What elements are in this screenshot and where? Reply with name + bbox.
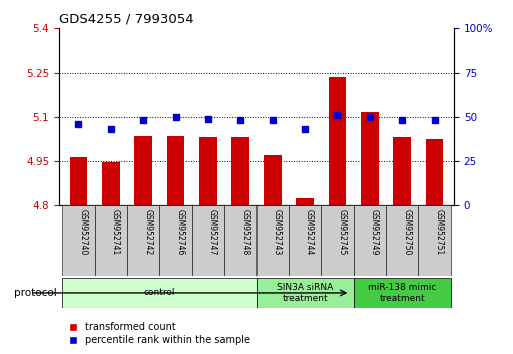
Bar xyxy=(62,278,256,308)
Text: GSM952745: GSM952745 xyxy=(338,209,346,255)
Bar xyxy=(192,205,224,276)
Bar xyxy=(386,205,419,276)
Text: GSM952748: GSM952748 xyxy=(240,209,249,255)
Bar xyxy=(264,155,282,205)
Text: GSM952750: GSM952750 xyxy=(402,209,411,255)
Text: GSM952740: GSM952740 xyxy=(78,209,87,255)
Bar xyxy=(199,137,217,205)
Text: GDS4255 / 7993054: GDS4255 / 7993054 xyxy=(59,13,193,26)
Bar xyxy=(361,112,379,205)
Text: GSM952741: GSM952741 xyxy=(111,209,120,255)
Bar xyxy=(256,205,289,276)
Bar xyxy=(167,136,185,205)
Text: GSM952746: GSM952746 xyxy=(175,209,185,255)
Bar xyxy=(224,205,256,276)
Bar xyxy=(70,156,87,205)
Bar xyxy=(321,205,353,276)
Text: control: control xyxy=(144,289,175,297)
Bar xyxy=(256,278,353,308)
Bar xyxy=(353,278,451,308)
Bar xyxy=(289,205,321,276)
Text: miR-138 mimic
treatment: miR-138 mimic treatment xyxy=(368,283,437,303)
Bar xyxy=(134,136,152,205)
Bar xyxy=(328,77,346,205)
Bar xyxy=(419,205,451,276)
Text: GSM952751: GSM952751 xyxy=(435,209,444,255)
Bar xyxy=(231,137,249,205)
Text: SIN3A siRNA
treatment: SIN3A siRNA treatment xyxy=(277,283,333,303)
Bar xyxy=(393,137,411,205)
Bar xyxy=(160,205,192,276)
Bar xyxy=(62,205,94,276)
Legend: transformed count, percentile rank within the sample: transformed count, percentile rank withi… xyxy=(64,319,254,349)
Bar xyxy=(426,139,443,205)
Text: GSM952749: GSM952749 xyxy=(370,209,379,255)
Bar xyxy=(127,205,160,276)
Text: GSM952742: GSM952742 xyxy=(143,209,152,255)
Bar xyxy=(94,205,127,276)
Bar xyxy=(296,198,314,205)
Text: protocol: protocol xyxy=(14,288,56,298)
Text: GSM952743: GSM952743 xyxy=(273,209,282,255)
Bar xyxy=(102,162,120,205)
Bar xyxy=(353,205,386,276)
Text: GSM952747: GSM952747 xyxy=(208,209,217,255)
Text: GSM952744: GSM952744 xyxy=(305,209,314,255)
